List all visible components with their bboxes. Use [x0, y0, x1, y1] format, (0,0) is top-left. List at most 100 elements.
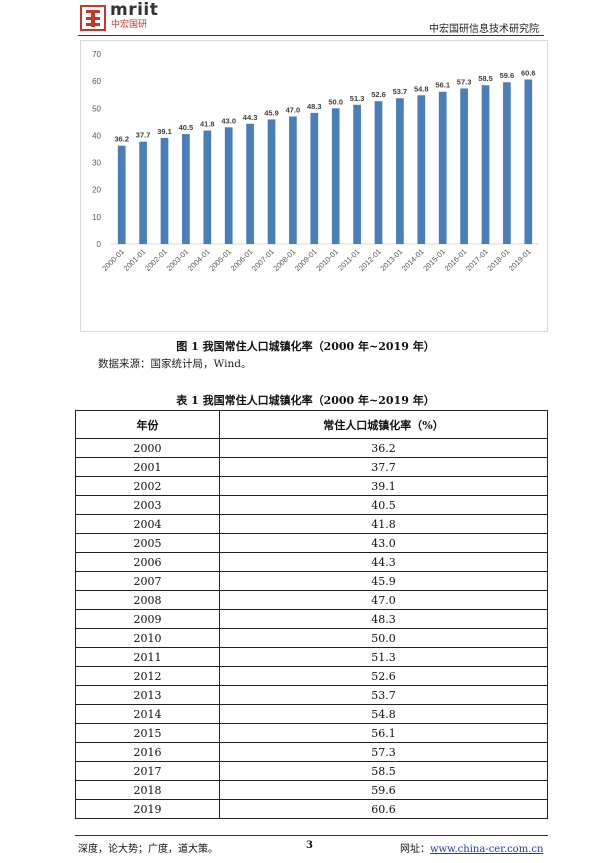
bar [310, 112, 319, 245]
page-header: mriit 中宏国研 中宏国研信息技术研究院 [0, 0, 611, 40]
x-tick-label: 2006-01 [229, 247, 255, 273]
cell-year: 2007 [75, 571, 220, 591]
table-row: 2006 44.3 [75, 552, 548, 572]
cell-year: 2001 [75, 457, 220, 477]
x-tick-label: 2001-01 [122, 247, 148, 273]
data-label: 53.7 [393, 87, 408, 96]
data-label: 60.6 [521, 69, 536, 78]
bar [160, 137, 169, 244]
header-divider [78, 35, 544, 36]
website-link[interactable]: www.china-cer.com.cn [430, 844, 544, 855]
footer-website: 网址：www.china-cer.com.cn [400, 840, 543, 855]
y-tick-label: 0 [97, 240, 102, 249]
y-tick-label: 50 [92, 104, 101, 113]
bar [267, 119, 276, 244]
cell-year: 2002 [75, 476, 220, 496]
bar-chart: 0 10 20 30 40 50 60 70 36.2 2000-01 37.7 2001-01 39.… [80, 40, 548, 332]
org-name: 中宏国研信息技术研究院 [429, 24, 539, 35]
cell-rate: 52.6 [219, 666, 548, 686]
page-number: 3 [306, 840, 313, 851]
data-label: 57.3 [457, 77, 472, 86]
data-label: 51.3 [350, 94, 365, 103]
bar [460, 88, 468, 244]
header-year: 年份 [75, 410, 220, 439]
bar [117, 145, 126, 244]
data-source: 数据来源：国家统计局，Wind。 [98, 358, 252, 370]
table-row: 2014 54.8 [75, 704, 548, 724]
table-row: 2010 50.0 [75, 628, 548, 648]
website-label: 网址： [400, 844, 430, 855]
data-label: 36.2 [114, 135, 129, 144]
x-tick-label: 2012-01 [357, 247, 383, 273]
bar [246, 123, 254, 244]
x-tick-label: 2005-01 [207, 247, 233, 273]
cell-year: 2012 [75, 666, 220, 686]
x-tick-label: 2015-01 [421, 247, 447, 273]
cell-year: 2000 [75, 438, 220, 458]
logo-subtitle: 中宏国研 [111, 20, 148, 30]
cell-rate: 53.7 [219, 685, 548, 705]
header-rate: 常住人口城镇化率（%） [219, 410, 548, 439]
table-caption: 表 1 我国常住人口城镇化率（2000 年~2019 年） [176, 394, 435, 407]
y-tick-label: 60 [92, 77, 101, 86]
cell-year: 2016 [75, 742, 220, 762]
data-label: 59.6 [500, 71, 515, 80]
bar [182, 134, 190, 244]
x-tick-label: 2008-01 [271, 247, 297, 273]
data-label: 50.0 [328, 97, 343, 106]
data-label: 41.8 [200, 120, 215, 129]
cell-rate: 37.7 [219, 457, 548, 477]
y-tick-label: 70 [92, 50, 101, 59]
x-tick-label: 2009-01 [293, 247, 319, 273]
x-tick-label: 2010-01 [314, 247, 340, 273]
bar [396, 98, 404, 244]
y-tick-label: 20 [92, 186, 101, 195]
cell-year: 2018 [75, 780, 220, 800]
table-row: 2005 43.0 [75, 533, 548, 553]
cell-year: 2019 [75, 799, 220, 819]
cell-rate: 43.0 [219, 533, 548, 553]
cell-rate: 48.3 [219, 609, 548, 629]
cell-rate: 45.9 [219, 571, 548, 591]
cell-year: 2004 [75, 514, 220, 534]
x-tick-label: 2002-01 [143, 247, 169, 273]
y-tick-label: 40 [92, 131, 101, 140]
y-tick-label: 30 [92, 159, 101, 168]
cell-rate: 36.2 [219, 438, 548, 458]
x-tick-label: 2013-01 [378, 247, 404, 273]
cell-year: 2011 [75, 647, 220, 667]
data-label: 54.8 [414, 84, 429, 93]
bar [481, 85, 490, 244]
footer-slogan: 深度，论大势；广度，道大策。 [78, 844, 218, 855]
cell-rate: 44.3 [219, 552, 548, 572]
table-row: 2000 36.2 [75, 438, 548, 458]
cell-rate: 50.0 [219, 628, 548, 648]
cell-rate: 57.3 [219, 742, 548, 762]
table-row: 2015 56.1 [75, 723, 548, 743]
urbanization-table: 年份 常住人口城镇化率（%） 2000 36.2 2001 37.7 2002 39.1 2… [75, 410, 548, 819]
cell-rate: 54.8 [219, 704, 548, 724]
cell-year: 2013 [75, 685, 220, 705]
cell-rate: 40.5 [219, 495, 548, 515]
cell-year: 2008 [75, 590, 220, 610]
x-tick-label: 2007-01 [250, 247, 276, 273]
cell-rate: 39.1 [219, 476, 548, 496]
data-label: 56.1 [435, 81, 450, 90]
cell-year: 2003 [75, 495, 220, 515]
cell-year: 2009 [75, 609, 220, 629]
cell-year: 2006 [75, 552, 220, 572]
x-tick-label: 2014-01 [400, 247, 426, 273]
cell-rate: 59.6 [219, 780, 548, 800]
table-row: 2009 48.3 [75, 609, 548, 629]
bar [503, 82, 511, 244]
cell-rate: 41.8 [219, 514, 548, 534]
cell-rate: 60.6 [219, 799, 548, 819]
table-row: 2013 53.7 [75, 685, 548, 705]
data-label: 43.0 [221, 116, 236, 125]
bar [417, 95, 426, 244]
table-row: 2016 57.3 [75, 742, 548, 762]
table-row: 2018 59.6 [75, 780, 548, 800]
table-row: 2017 58.5 [75, 761, 548, 781]
data-label: 44.3 [243, 113, 258, 122]
x-tick-label: 2003-01 [164, 247, 190, 273]
